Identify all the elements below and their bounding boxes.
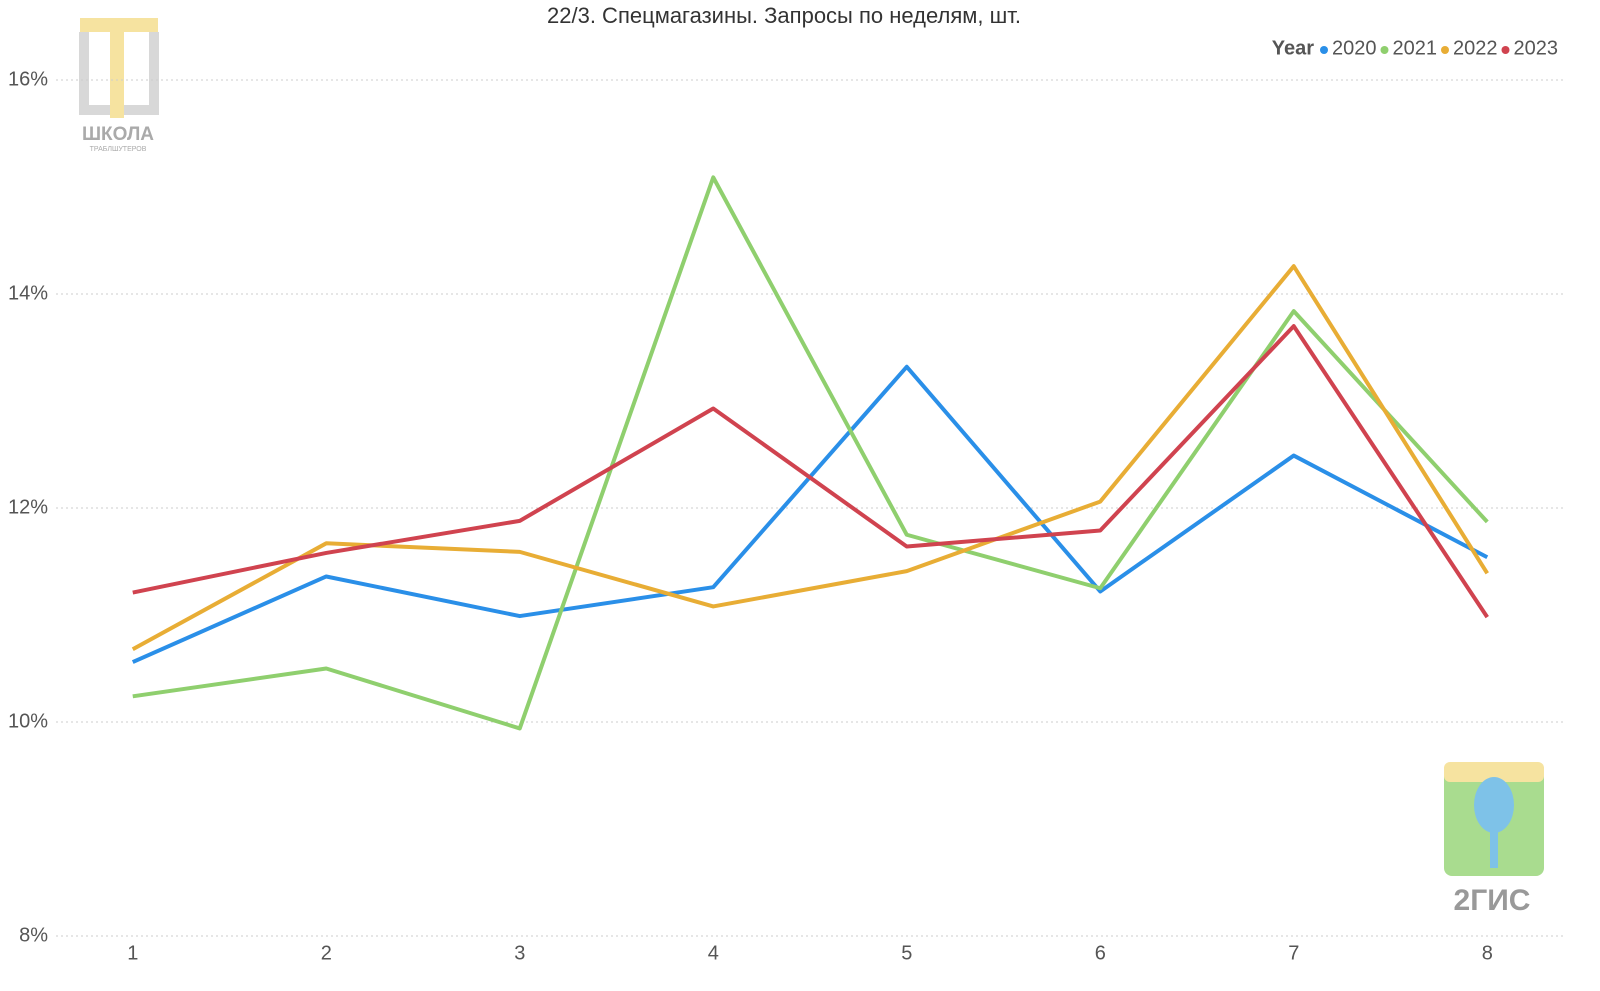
series-line <box>131 264 1489 651</box>
legend-label: 2021 <box>1393 37 1438 59</box>
x-tick-label: 1 <box>127 942 138 964</box>
legend-marker <box>1441 46 1449 54</box>
logo-shape <box>1474 777 1514 833</box>
y-tick-label: 10% <box>8 710 48 732</box>
gis-logo: 2ГИС <box>1444 762 1544 917</box>
chart-title: 22/3. Спецмагазины. Запросы по неделям, … <box>547 3 1021 28</box>
legend-label: 2022 <box>1453 37 1498 59</box>
x-tick-label: 6 <box>1095 942 1106 964</box>
legend-marker <box>1320 46 1328 54</box>
logo-shape <box>1490 828 1498 868</box>
y-tick-label: 8% <box>19 924 48 946</box>
x-tick-label: 8 <box>1482 942 1493 964</box>
school-logo: ШКОЛА ТРАБЛШУТЕРОВ <box>79 18 159 153</box>
logo-text: ШКОЛА <box>82 124 154 145</box>
y-tick-label: 16% <box>8 68 48 90</box>
logo-shape <box>1444 762 1544 782</box>
legend-marker <box>1380 46 1389 54</box>
x-tick-label: 2 <box>321 942 332 964</box>
legend-title: Year <box>1272 37 1314 59</box>
x-tick-label: 4 <box>708 942 719 964</box>
logo-text: ТРАБЛШУТЕРОВ <box>90 146 147 153</box>
logo-shape <box>110 18 124 118</box>
series-line <box>132 175 1489 731</box>
legend-marker <box>1501 46 1510 54</box>
logo-shape <box>79 32 159 115</box>
series-line <box>131 364 1489 664</box>
y-tick-label: 14% <box>8 282 48 304</box>
legend-label: 2023 <box>1514 37 1559 59</box>
y-tick-label: 12% <box>8 496 48 518</box>
logo-text: 2ГИС <box>1454 884 1531 917</box>
series-line <box>132 324 1489 619</box>
x-tick-label: 5 <box>901 942 912 964</box>
legend-label: 2020 <box>1332 37 1377 59</box>
x-tick-label: 3 <box>514 942 525 964</box>
x-tick-label: 7 <box>1288 942 1299 964</box>
